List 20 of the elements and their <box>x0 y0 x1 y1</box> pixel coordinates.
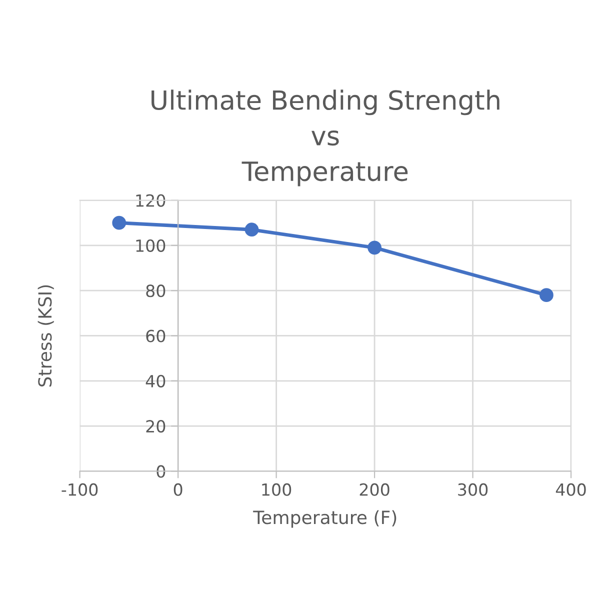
y-tick-label: 120 <box>136 194 166 207</box>
y-tick-label: 0 <box>156 465 166 478</box>
y-tick-label: 80 <box>146 284 166 298</box>
y-tick-label: 20 <box>146 420 166 433</box>
y-tick-label: 60 <box>146 330 166 342</box>
point <box>244 222 259 237</box>
y-axis-title: Stress (KSI) <box>38 285 54 387</box>
x-tick-label: 300 <box>458 483 488 496</box>
x-tick-label: 0 <box>174 483 182 496</box>
x-tick-label: 400 <box>556 483 586 496</box>
point <box>112 216 126 230</box>
x-tick-label: 200 <box>360 483 390 496</box>
chart-title: Ultimate Bending Strength vs Temperature <box>152 90 500 186</box>
point <box>368 240 382 255</box>
point <box>540 288 554 302</box>
x-axis-title: Temperature (F) <box>253 510 396 528</box>
y-tick-label: 40 <box>146 374 166 388</box>
x-tick-label: -100 <box>62 483 98 496</box>
x-tick-label: 100 <box>262 483 292 496</box>
y-tick-label: 100 <box>136 239 166 252</box>
